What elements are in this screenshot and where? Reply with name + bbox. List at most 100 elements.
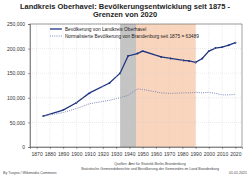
x-axis: 1870188018901900191019201930194019501960… bbox=[31, 147, 243, 157]
source: Statistische Gemeindeberichte und Bevölk… bbox=[81, 167, 219, 171]
grid-line bbox=[222, 24, 223, 147]
grid-line bbox=[76, 24, 77, 147]
tick-label: 1880 bbox=[45, 151, 56, 157]
legend-label: Normalisierte Bevölkerung von Brandenbur… bbox=[65, 34, 199, 39]
tick-mark bbox=[129, 147, 130, 149]
tick-mark bbox=[76, 147, 77, 149]
tick: 1930 bbox=[111, 147, 122, 157]
tick-label: 1890 bbox=[58, 151, 69, 157]
axis-line bbox=[31, 148, 243, 150]
series-marker bbox=[215, 47, 217, 49]
grid-line bbox=[208, 24, 209, 147]
grid-line bbox=[30, 73, 242, 74]
tick-mark bbox=[28, 49, 30, 50]
tick: 1890 bbox=[58, 147, 69, 157]
tick: 0 bbox=[22, 144, 30, 150]
grid-line bbox=[36, 24, 37, 147]
grid bbox=[30, 24, 242, 147]
legend-swatch bbox=[50, 28, 62, 29]
tick-mark bbox=[28, 24, 30, 25]
tick: 1970 bbox=[164, 147, 175, 157]
grid-line bbox=[102, 24, 103, 147]
series-marker bbox=[127, 55, 129, 57]
tick-label: 1920 bbox=[98, 151, 109, 157]
source: Quellen: Amt für Statistik Berlin-Brande… bbox=[114, 162, 186, 166]
series-marker bbox=[136, 53, 138, 55]
tick: 1910 bbox=[85, 147, 96, 157]
tick-label: 150,000 bbox=[7, 70, 25, 76]
shaded-period bbox=[120, 24, 136, 147]
grid-line bbox=[89, 24, 90, 147]
tick-label: 200,000 bbox=[7, 46, 25, 52]
grid-line bbox=[182, 24, 183, 147]
tick-mark bbox=[28, 98, 30, 99]
tick-label: 1930 bbox=[111, 151, 122, 157]
grid-line bbox=[30, 48, 242, 49]
legend-label: Bevölkerung von Landkreis Oberhavel bbox=[65, 27, 146, 32]
tick-label: 1870 bbox=[32, 151, 43, 157]
tick-label: 250,000 bbox=[7, 21, 25, 27]
series-line bbox=[43, 89, 235, 116]
tick: 200,000 bbox=[7, 46, 30, 52]
tick-mark bbox=[28, 73, 30, 74]
tick-label: 50,000 bbox=[10, 120, 26, 126]
tick-mark bbox=[37, 147, 38, 149]
tick: 50,000 bbox=[10, 120, 30, 126]
tick: 1950 bbox=[138, 147, 149, 157]
tick-mark bbox=[50, 147, 51, 149]
tick-mark bbox=[116, 147, 117, 149]
grid-line bbox=[195, 24, 196, 147]
grid-line bbox=[142, 24, 143, 147]
tick: 1960 bbox=[151, 147, 162, 157]
tick-label: 2020 bbox=[230, 151, 241, 157]
date: 01.01.2021 bbox=[229, 171, 247, 175]
tick-mark bbox=[156, 147, 157, 149]
tick-label: 1990 bbox=[191, 151, 202, 157]
tick: 1920 bbox=[98, 147, 109, 157]
grid-line bbox=[30, 97, 242, 98]
axis-line bbox=[28, 25, 31, 148]
tick-label: 2010 bbox=[217, 151, 228, 157]
tick: 1900 bbox=[71, 147, 82, 157]
tick-mark bbox=[235, 147, 236, 149]
tick: 1990 bbox=[191, 147, 202, 157]
tick: 1980 bbox=[177, 147, 188, 157]
tick-mark bbox=[103, 147, 104, 149]
tick: 250,000 bbox=[7, 21, 30, 27]
tick-label: 1960 bbox=[151, 151, 162, 157]
tick-label: 0 bbox=[22, 144, 25, 150]
tick: 1940 bbox=[124, 147, 135, 157]
y-axis: 0 50,000 100,000 150,000 200,000 250,000 bbox=[7, 21, 31, 150]
series-marker bbox=[201, 57, 203, 59]
tick-label: 1980 bbox=[177, 151, 188, 157]
grid-line bbox=[116, 24, 117, 147]
tick: 2000 bbox=[204, 147, 215, 157]
grid-line bbox=[49, 24, 50, 147]
grid-line bbox=[30, 122, 242, 123]
tick: 150,000 bbox=[7, 70, 30, 76]
tick-mark bbox=[169, 147, 170, 149]
author: By Tuxyso / Wikimedia Commons bbox=[3, 171, 57, 175]
tick-label: 1950 bbox=[138, 151, 149, 157]
tick: 1870 bbox=[32, 147, 43, 157]
legend: Bevölkerung von Landkreis Oberhavel Norma… bbox=[50, 27, 199, 39]
tick-label: 1970 bbox=[164, 151, 175, 157]
tick: 100,000 bbox=[7, 95, 30, 101]
tick-mark bbox=[196, 147, 197, 149]
tick-label: 1940 bbox=[124, 151, 135, 157]
grid-line bbox=[169, 24, 170, 147]
grid-line bbox=[63, 24, 64, 147]
tick-mark bbox=[28, 147, 30, 148]
tick-label: 2000 bbox=[204, 151, 215, 157]
grid-line bbox=[129, 24, 130, 147]
tick-label: 100,000 bbox=[7, 95, 25, 101]
tick-mark bbox=[182, 147, 183, 149]
tick: 2020 bbox=[230, 147, 241, 157]
grid-line bbox=[155, 24, 156, 147]
series-marker bbox=[169, 57, 171, 59]
tick: 1880 bbox=[45, 147, 56, 157]
series-line bbox=[43, 43, 235, 116]
tick: 2010 bbox=[217, 147, 228, 157]
tick-label: 1900 bbox=[71, 151, 82, 157]
grid-line bbox=[235, 24, 236, 147]
